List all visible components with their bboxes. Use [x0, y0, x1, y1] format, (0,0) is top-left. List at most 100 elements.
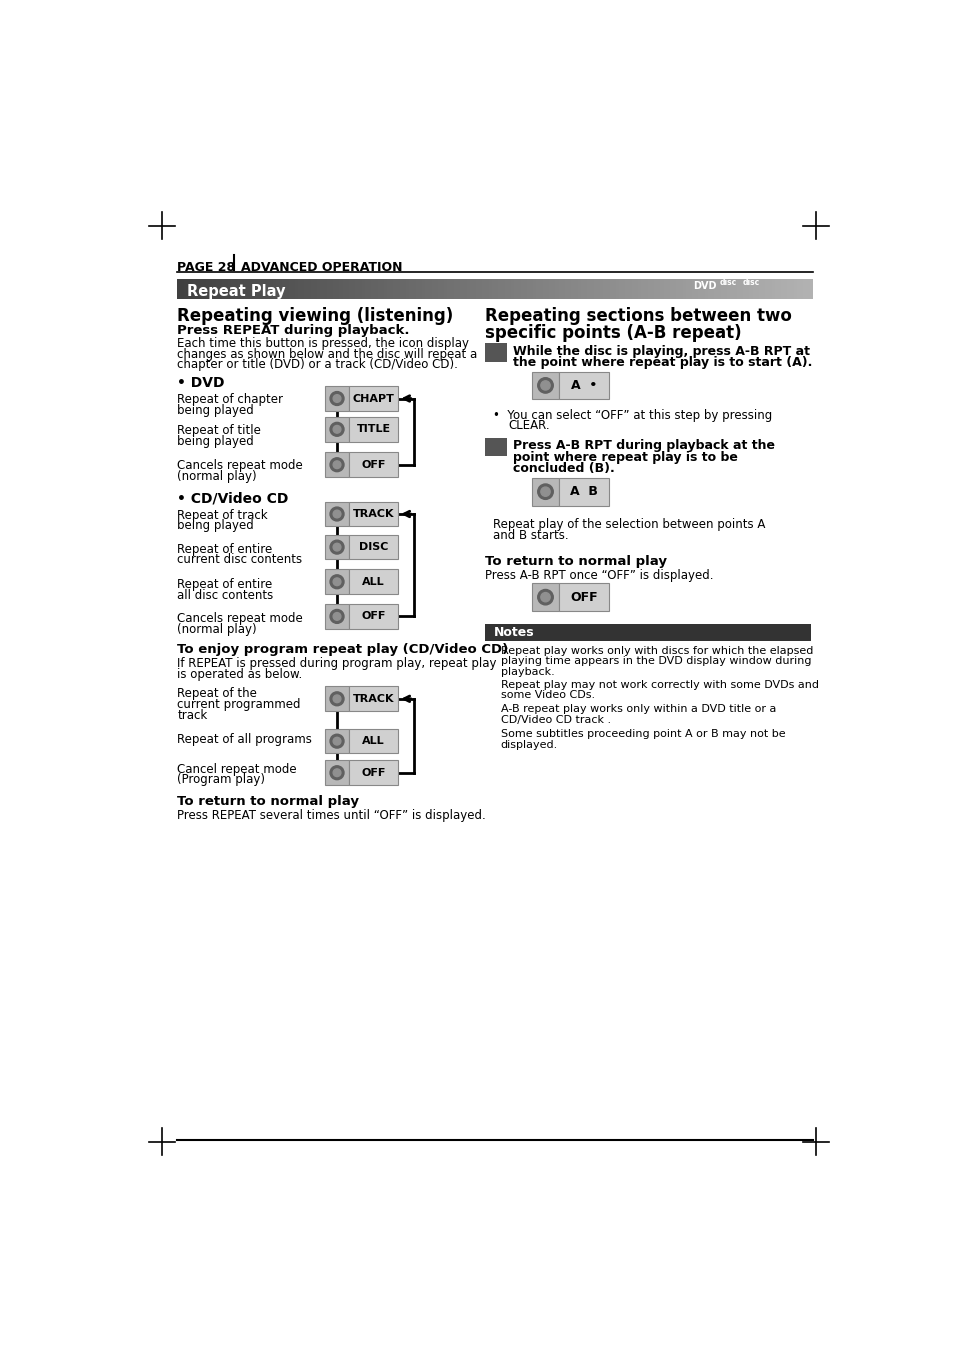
Text: DISC: DISC: [358, 542, 388, 553]
Bar: [193, 280, 196, 299]
Text: Cancels repeat mode: Cancels repeat mode: [177, 612, 303, 624]
Bar: [297, 280, 301, 299]
Circle shape: [333, 394, 340, 403]
Bar: [742, 280, 745, 299]
Circle shape: [333, 578, 340, 585]
Bar: [723, 280, 726, 299]
Bar: [631, 280, 635, 299]
Text: ALL: ALL: [362, 577, 384, 586]
Bar: [361, 280, 364, 299]
Text: A  B: A B: [570, 485, 598, 499]
Text: being played: being played: [177, 404, 253, 417]
Bar: [688, 280, 692, 299]
Bar: [679, 280, 682, 299]
Bar: [270, 280, 273, 299]
Bar: [583, 280, 587, 299]
Bar: [349, 686, 397, 711]
Bar: [409, 280, 412, 299]
Bar: [349, 280, 352, 299]
Bar: [514, 280, 517, 299]
Text: disc: disc: [720, 278, 737, 288]
Bar: [222, 280, 225, 299]
Bar: [488, 280, 492, 299]
Bar: [809, 280, 812, 299]
Bar: [726, 280, 729, 299]
Bar: [320, 280, 323, 299]
Bar: [440, 280, 444, 299]
Bar: [349, 728, 397, 754]
Bar: [657, 280, 659, 299]
Bar: [456, 280, 459, 299]
Bar: [428, 280, 431, 299]
Bar: [253, 280, 256, 299]
Text: Repeating sections between two: Repeating sections between two: [484, 307, 791, 324]
Text: A  •: A •: [571, 378, 597, 392]
Text: OFF: OFF: [570, 590, 598, 604]
Bar: [349, 453, 397, 477]
Bar: [542, 280, 545, 299]
Bar: [396, 280, 399, 299]
Circle shape: [333, 426, 340, 434]
Text: To return to normal play: To return to normal play: [177, 794, 359, 808]
Bar: [342, 280, 345, 299]
Bar: [349, 570, 397, 594]
Bar: [552, 280, 555, 299]
Bar: [593, 280, 597, 299]
Bar: [669, 280, 673, 299]
Bar: [729, 280, 733, 299]
Bar: [558, 280, 561, 299]
Bar: [324, 453, 349, 477]
Bar: [187, 280, 190, 299]
Circle shape: [333, 461, 340, 469]
Bar: [497, 280, 501, 299]
Text: ADVANCED OPERATION: ADVANCED OPERATION: [241, 261, 402, 274]
Bar: [180, 280, 184, 299]
Bar: [324, 417, 349, 442]
Bar: [352, 280, 355, 299]
Circle shape: [540, 593, 550, 601]
Text: (Program play): (Program play): [177, 774, 265, 786]
Text: Repeat of chapter: Repeat of chapter: [177, 393, 283, 407]
Bar: [244, 280, 247, 299]
Bar: [612, 280, 616, 299]
Bar: [621, 280, 625, 299]
Text: Repeat of all programs: Repeat of all programs: [177, 734, 312, 747]
Bar: [717, 280, 720, 299]
Circle shape: [333, 769, 340, 777]
Bar: [374, 280, 377, 299]
Bar: [774, 280, 777, 299]
Bar: [568, 280, 571, 299]
Bar: [447, 280, 450, 299]
Bar: [644, 280, 647, 299]
Text: concluded (B).: concluded (B).: [513, 462, 614, 476]
Bar: [590, 280, 593, 299]
Text: DVD: DVD: [692, 281, 716, 290]
Circle shape: [333, 738, 340, 744]
Bar: [704, 280, 707, 299]
Bar: [349, 535, 397, 559]
Bar: [323, 280, 326, 299]
Bar: [571, 280, 574, 299]
Bar: [635, 280, 638, 299]
Text: Cancels repeat mode: Cancels repeat mode: [177, 459, 303, 473]
Text: Press REPEAT several times until “OFF” is displayed.: Press REPEAT several times until “OFF” i…: [177, 809, 486, 821]
Bar: [781, 280, 783, 299]
Circle shape: [330, 734, 344, 748]
Bar: [377, 280, 380, 299]
Text: Notes: Notes: [494, 627, 535, 639]
Bar: [549, 280, 552, 299]
Bar: [368, 280, 371, 299]
Bar: [558, 372, 608, 400]
Bar: [647, 280, 650, 299]
Bar: [587, 280, 590, 299]
Text: disc: disc: [742, 278, 760, 288]
Bar: [273, 280, 275, 299]
Text: point where repeat play is to be: point where repeat play is to be: [513, 451, 737, 463]
Text: and B starts.: and B starts.: [493, 528, 568, 542]
Circle shape: [330, 609, 344, 623]
Bar: [526, 280, 530, 299]
Bar: [484, 438, 506, 457]
Bar: [206, 280, 209, 299]
Bar: [294, 280, 297, 299]
Bar: [805, 280, 809, 299]
